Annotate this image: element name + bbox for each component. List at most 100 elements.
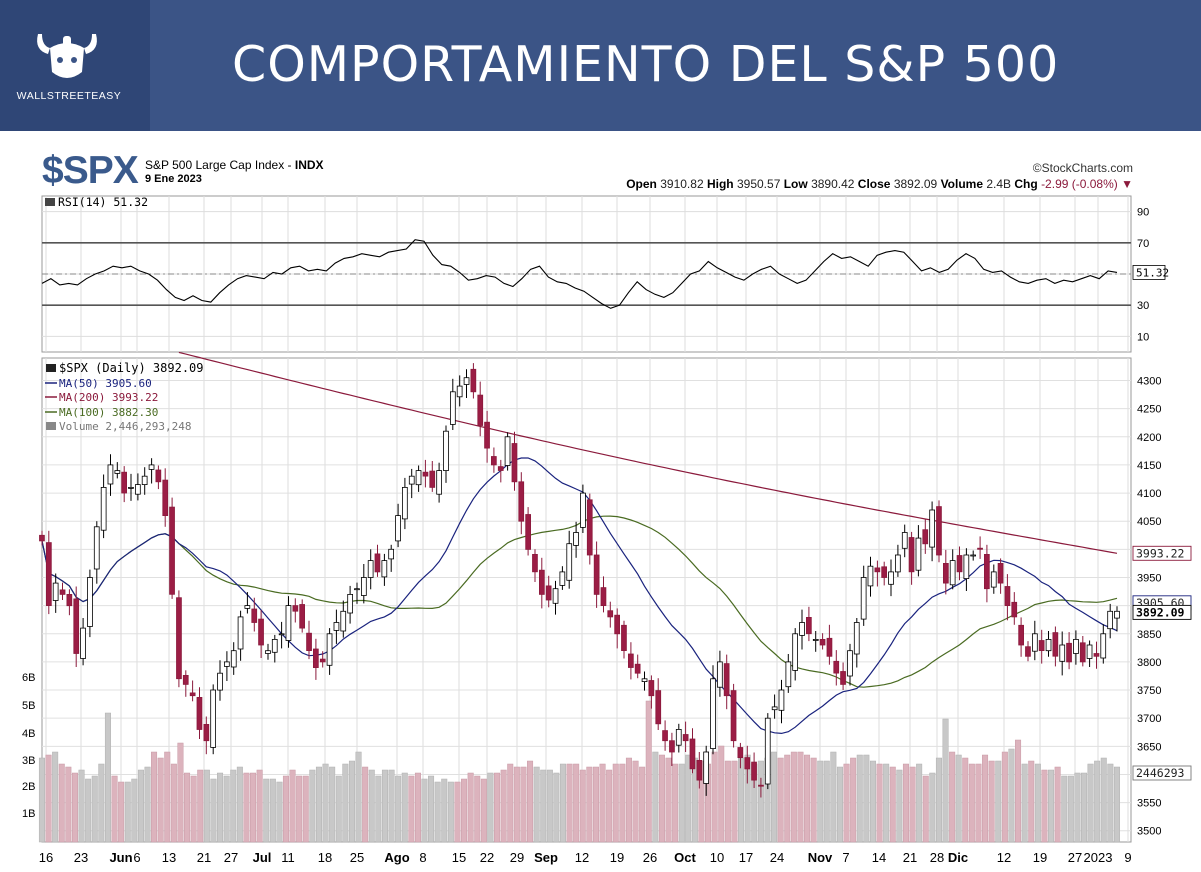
candle-body <box>675 729 682 746</box>
candle-body <box>628 653 634 668</box>
candle-body <box>381 560 388 578</box>
volume-bar <box>474 775 481 843</box>
volume-bar <box>137 769 144 843</box>
volume-bar <box>315 766 322 843</box>
candle-body <box>1059 644 1066 662</box>
x-tick-label: 22 <box>480 850 494 865</box>
candle-body <box>395 515 401 542</box>
volume-bar <box>322 763 329 843</box>
volume-bar <box>579 769 586 843</box>
volume-bar <box>381 769 388 843</box>
close-price-label-box <box>1132 604 1192 620</box>
candle-body <box>552 588 559 604</box>
volume-bar <box>170 763 177 843</box>
candle-body <box>785 661 792 688</box>
candle-body <box>169 506 175 595</box>
volume-bar <box>1061 775 1068 843</box>
price-tick-label: 3550 <box>1137 798 1161 810</box>
candle-body <box>730 690 737 742</box>
x-tick-label: Sep <box>534 850 558 865</box>
candle-body <box>812 639 819 641</box>
volume-bar <box>1054 766 1061 843</box>
volume-legend-icon <box>46 422 56 430</box>
candle-body <box>80 627 86 659</box>
volume-bar <box>131 778 138 843</box>
volume-bar <box>955 754 962 843</box>
x-tick-label: 21 <box>197 850 211 865</box>
x-tick-label: 27 <box>224 850 238 865</box>
x-tick-label: 12 <box>997 850 1011 865</box>
price-tick-label: 4150 <box>1137 460 1161 472</box>
x-tick-label: 14 <box>872 850 886 865</box>
candle-body <box>607 610 614 618</box>
candle-body <box>737 747 744 759</box>
candle-body <box>881 566 888 578</box>
price-tick-label: 3500 <box>1137 826 1161 838</box>
candle-body <box>799 622 805 636</box>
volume-bar <box>203 769 210 843</box>
rsi-tick-label: 30 <box>1137 300 1149 312</box>
volume-bar <box>836 766 843 843</box>
legend-label: $SPX (Daily) 3892.09 <box>59 361 204 375</box>
index-name: S&P 500 Large Cap Index - INDX <box>145 158 324 172</box>
volume-bar <box>124 781 131 843</box>
volume-bar <box>58 763 65 843</box>
x-tick-label: 16 <box>39 850 53 865</box>
x-tick-label: 8 <box>419 850 426 865</box>
price-panel: 4300425042004150410040504000395039003850… <box>22 351 1192 843</box>
candle-body <box>1093 653 1100 657</box>
candle-body <box>833 660 840 674</box>
price-tick-label: 3800 <box>1137 657 1161 669</box>
candle-body <box>696 760 703 781</box>
candle-body <box>744 757 751 770</box>
volume-bar <box>612 763 619 843</box>
legend-label: MA(100) 3882.30 <box>59 406 158 419</box>
candle-body <box>162 479 169 517</box>
candle-body <box>648 680 655 697</box>
candle-body <box>908 537 915 573</box>
x-tick-label: 18 <box>318 850 332 865</box>
candle-body <box>87 577 93 627</box>
volume-bar <box>784 754 791 843</box>
candle-body <box>59 589 66 595</box>
candle-body <box>977 547 983 550</box>
index-fullname: S&P 500 Large Cap Index <box>145 158 285 172</box>
volume-bar <box>428 775 435 843</box>
candle-body <box>936 506 942 556</box>
x-tick-label: 21 <box>903 850 917 865</box>
candle-body <box>237 616 244 650</box>
volume-label: Volume <box>940 177 984 191</box>
candle-body <box>374 553 381 573</box>
rsi-line <box>41 239 1118 309</box>
volume-bar <box>296 775 303 843</box>
x-axis: 16 23 Jun 6 13 21 27 Jul 11 18 25 Ago 8 15 22 29 Sep 12 19… <box>39 850 1132 865</box>
x-tick-label: 12 <box>575 850 589 865</box>
volume-bar <box>592 766 599 843</box>
candle-body <box>449 391 456 425</box>
candle-body <box>853 622 860 655</box>
volume-bar <box>395 775 402 843</box>
volume-bar <box>388 769 395 843</box>
volume-bar <box>599 763 606 843</box>
candle-body <box>723 663 730 697</box>
volume-bar <box>869 760 876 843</box>
candle-body <box>470 368 477 393</box>
candle-body <box>669 740 675 753</box>
candle-body <box>203 724 210 742</box>
candle-body <box>819 639 826 646</box>
candle-body <box>312 648 319 669</box>
candle-body <box>306 632 312 652</box>
price-tick-label: 4200 <box>1137 432 1161 444</box>
volume-bar <box>639 766 646 843</box>
source-credit: ©StockCharts.com <box>1032 161 1133 175</box>
volume-bar <box>731 760 738 843</box>
price-tick-label: 4050 <box>1137 516 1161 528</box>
volume-bar <box>85 778 92 843</box>
volume-bar <box>711 751 718 843</box>
candle-body <box>360 577 367 596</box>
low-value: 3890.42 <box>811 177 855 191</box>
volume-bar <box>982 754 989 843</box>
volume-bar <box>197 769 204 843</box>
volume-bar <box>144 766 151 843</box>
volume-bar <box>276 781 283 843</box>
